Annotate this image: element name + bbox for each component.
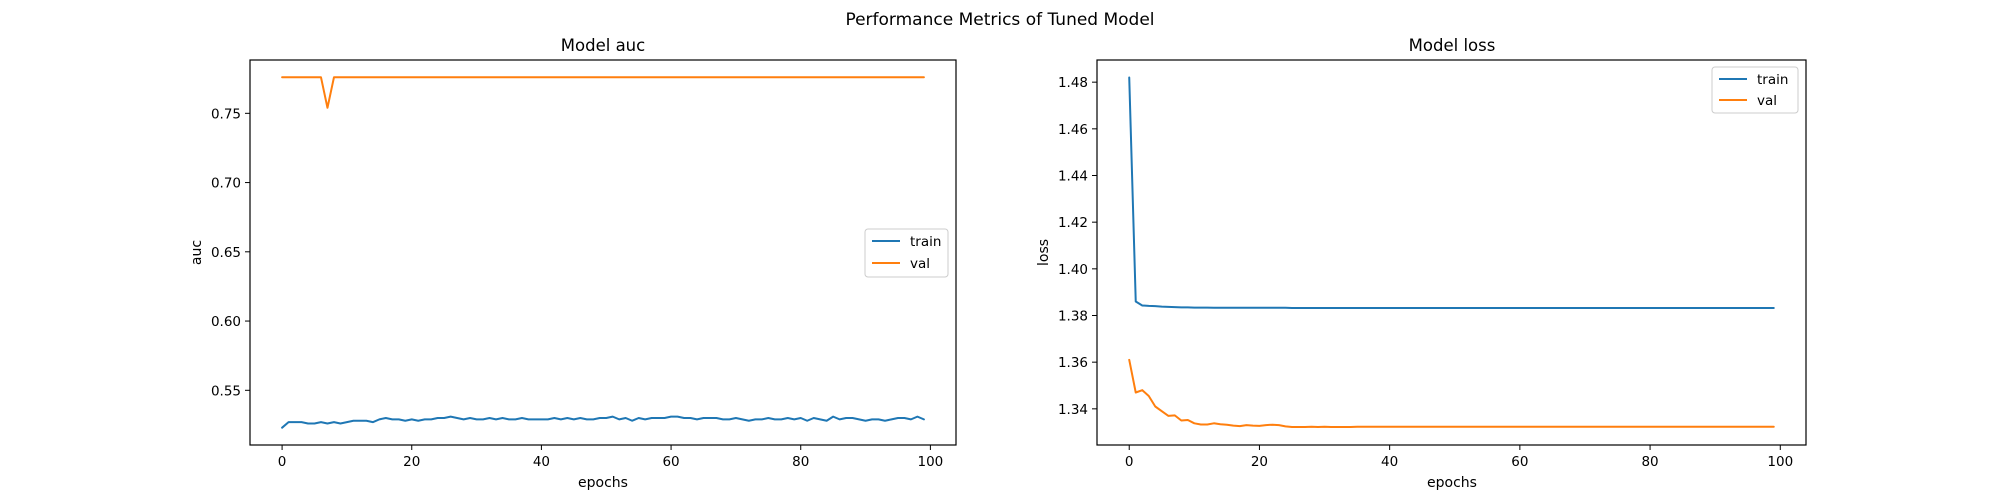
auc-x-tick-label: 60 — [662, 454, 679, 470]
auc-y-tick-label: 0.55 — [211, 383, 241, 399]
auc-x-tick-label: 80 — [792, 454, 809, 470]
auc-x-axis-label: epochs — [578, 475, 628, 491]
auc-series-lines — [281, 76, 925, 429]
loss-x-tick-label: 80 — [1641, 454, 1658, 470]
auc-legend-label-train: train — [910, 234, 941, 250]
loss-plot-title: Model loss — [1409, 36, 1496, 55]
auc-y-tick-label: 0.65 — [211, 245, 241, 261]
auc-y-axis-label: auc — [189, 240, 205, 265]
auc-legend: train val — [864, 228, 949, 278]
auc-y-tick-label: 0.75 — [211, 106, 241, 122]
loss-axis-ticks: 0 20 40 60 80 100 1.34 1.36 1.38 1.40 1.42 1.44 1.46… — [1058, 75, 1793, 470]
auc-plot-frame — [249, 59, 957, 446]
auc-plot: Model auc 0 20 40 60 80 100 0.55 0.60 0.65 0.70 0.… — [189, 36, 957, 491]
auc-series-train — [281, 415, 925, 429]
loss-series-train — [1128, 76, 1775, 310]
loss-y-tick-label: 1.40 — [1058, 262, 1088, 278]
auc-legend-label-val: val — [910, 256, 930, 272]
loss-x-tick-label: 0 — [1125, 454, 1134, 470]
loss-x-tick-label: 20 — [1251, 454, 1268, 470]
loss-y-tick-label: 1.42 — [1058, 215, 1088, 231]
loss-x-tick-label: 40 — [1381, 454, 1398, 470]
loss-y-tick-label: 1.36 — [1058, 355, 1088, 371]
auc-axis-ticks: 0 20 40 60 80 100 0.55 0.60 0.65 0.70 0.75 — [211, 106, 943, 470]
loss-y-tick-label: 1.48 — [1058, 75, 1088, 91]
auc-plot-title: Model auc — [561, 36, 645, 55]
loss-legend: train val — [1711, 66, 1799, 114]
loss-plot: Model loss 0 20 40 60 80 100 1.34 1.36 1.38 1.40 1… — [1036, 36, 1807, 491]
loss-plot-frame — [1096, 59, 1807, 446]
auc-series-val — [281, 76, 925, 109]
loss-y-tick-label: 1.38 — [1058, 309, 1088, 325]
loss-series-lines — [1128, 76, 1775, 429]
loss-y-tick-label: 1.44 — [1058, 169, 1088, 185]
auc-y-tick-label: 0.70 — [211, 176, 241, 192]
loss-legend-label-val: val — [1757, 93, 1777, 109]
loss-x-tick-label: 100 — [1767, 454, 1793, 470]
auc-x-tick-label: 100 — [918, 454, 944, 470]
figure-title: Performance Metrics of Tuned Model — [845, 10, 1154, 30]
loss-legend-label-train: train — [1757, 72, 1788, 88]
loss-series-val — [1128, 358, 1775, 429]
loss-x-axis-label: epochs — [1427, 475, 1477, 491]
loss-x-tick-label: 60 — [1511, 454, 1528, 470]
loss-y-tick-label: 1.34 — [1058, 402, 1088, 418]
auc-x-tick-label: 40 — [533, 454, 550, 470]
auc-y-tick-label: 0.60 — [211, 314, 241, 330]
auc-x-tick-label: 20 — [403, 454, 420, 470]
auc-x-tick-label: 0 — [278, 454, 287, 470]
loss-y-tick-label: 1.46 — [1058, 122, 1088, 138]
loss-y-axis-label: loss — [1036, 239, 1052, 266]
